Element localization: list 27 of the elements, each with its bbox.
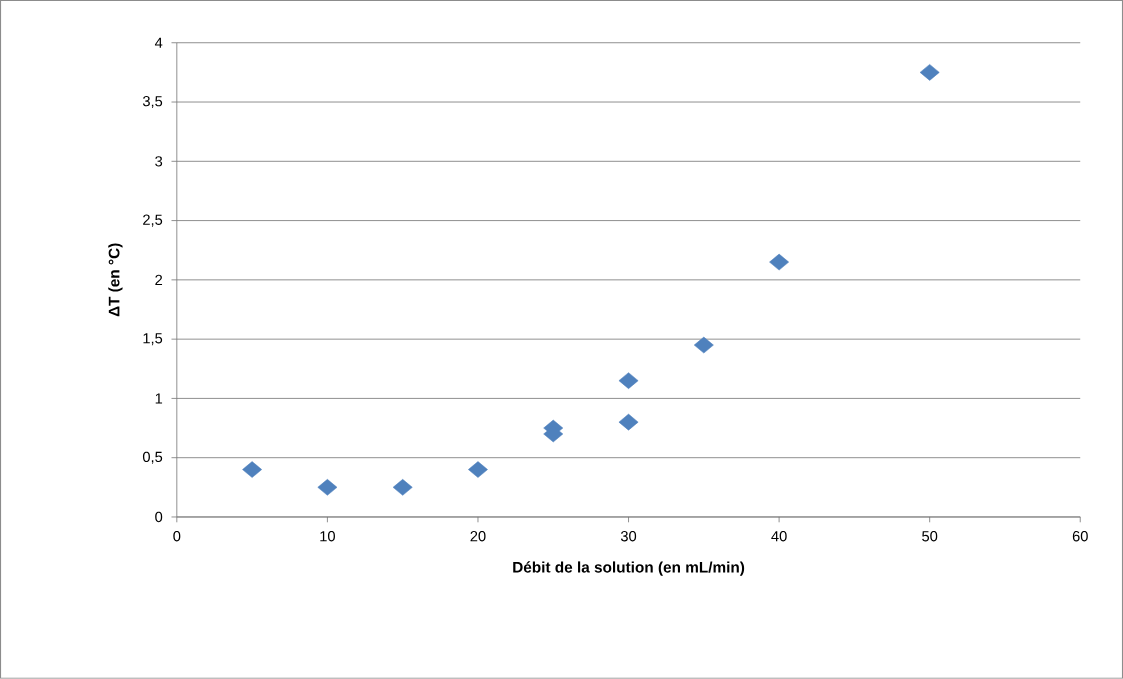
x-tick-label: 50	[922, 531, 938, 542]
y-tick-label: 3,5	[142, 96, 163, 109]
y-tick-label: 0,5	[142, 451, 163, 464]
x-tick-label: 30	[620, 531, 637, 542]
point	[769, 253, 789, 271]
x-tick-label: 60	[1072, 531, 1088, 542]
x-tick-label: 40	[771, 531, 787, 542]
point	[618, 372, 639, 390]
point	[392, 479, 413, 496]
point	[693, 336, 714, 354]
point	[919, 64, 940, 81]
x-axis-title: Débit de la solution (en mL/min)	[513, 561, 745, 576]
y-tick-label: 4	[154, 37, 163, 48]
point	[317, 479, 338, 496]
x-tick-label: 0	[173, 531, 181, 542]
point	[242, 461, 262, 478]
y-tick-label: 2,5	[143, 214, 163, 227]
y-tick-label: 3	[155, 156, 163, 167]
y-tick-label: 2	[155, 274, 163, 286]
point	[618, 413, 639, 431]
y-tick-label: 1	[155, 393, 163, 404]
x-tick-label: 20	[470, 531, 486, 542]
x-tick-label: 10	[320, 531, 335, 542]
y-tick-label: 0	[155, 511, 163, 523]
y-tick-label: 1,5	[143, 333, 163, 346]
y-axis-title: ΔT (en °C)	[108, 243, 123, 317]
point	[468, 461, 488, 478]
